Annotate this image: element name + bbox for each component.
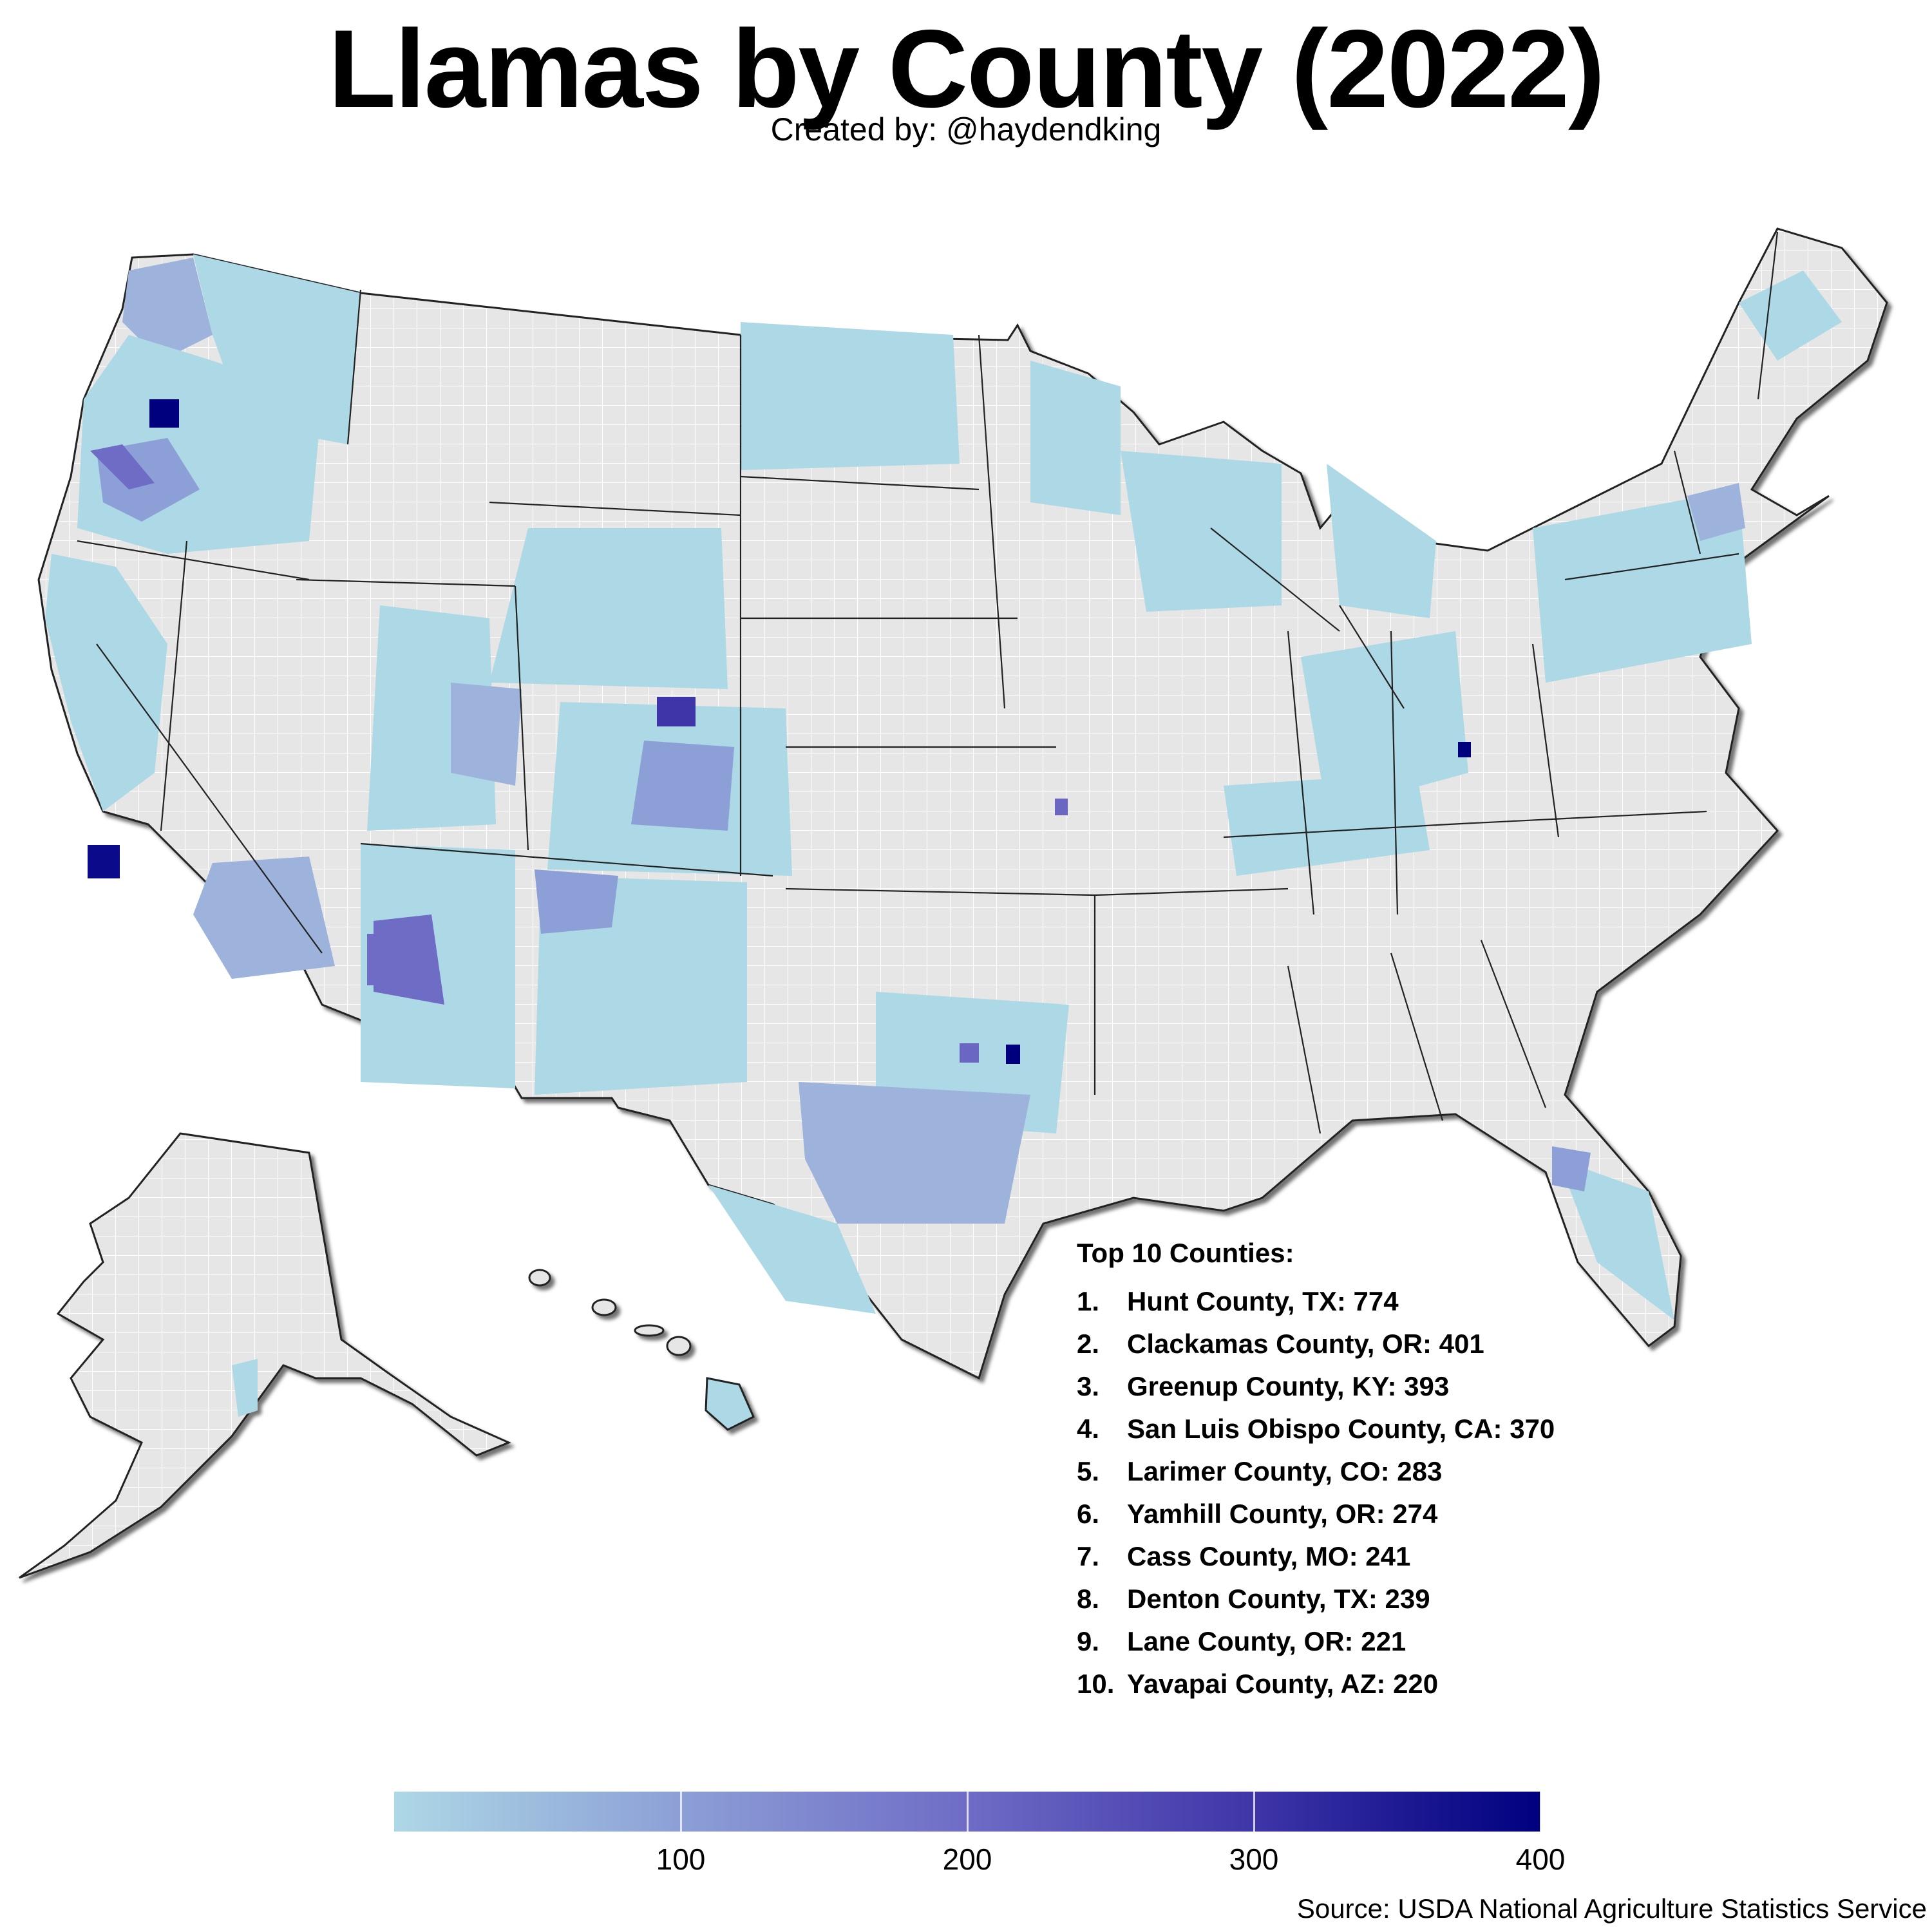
county-fill bbox=[535, 876, 747, 1095]
county-clackamas-or bbox=[149, 399, 179, 428]
top-10-text: Clackamas County, OR: 401 bbox=[1127, 1329, 1484, 1359]
hawaii-island-molokai bbox=[634, 1324, 665, 1337]
hawaii-island-kauai bbox=[528, 1269, 551, 1287]
top-10-rows: 1. Hunt County, TX: 774 2. Clackamas County… bbox=[1077, 1280, 1555, 1705]
county-hunt-tx bbox=[1006, 1045, 1020, 1064]
county-fill bbox=[90, 444, 155, 489]
hawaii-island-maui bbox=[666, 1336, 692, 1356]
map-title: Llamas by County (2022) bbox=[328, 7, 1605, 131]
county-fill bbox=[1552, 1146, 1591, 1191]
source-note: Source: USDA National Agriculture Statis… bbox=[1296, 1893, 1927, 1924]
state-borders bbox=[77, 231, 1779, 1134]
county-fill bbox=[45, 554, 167, 811]
county-fill bbox=[1030, 361, 1121, 515]
hawaii-island-oahu bbox=[591, 1298, 617, 1316]
county-fill bbox=[1687, 483, 1745, 541]
county-fill bbox=[1301, 631, 1468, 811]
legend-tick-label: 300 bbox=[1229, 1842, 1279, 1876]
county-fill bbox=[799, 1082, 1030, 1224]
top-10-item: 3. Greenup County, KY: 393 bbox=[1077, 1365, 1555, 1408]
top-10-rank: 3. bbox=[1077, 1371, 1100, 1401]
top-10-rank: 8. bbox=[1077, 1584, 1100, 1614]
top-10-text: Yavapai County, AZ: 220 bbox=[1127, 1669, 1439, 1699]
top-10-rank: 1. bbox=[1077, 1286, 1100, 1316]
county-fill bbox=[1327, 464, 1436, 618]
county-fill bbox=[1224, 773, 1430, 876]
county-fill bbox=[708, 1185, 876, 1314]
legend-tick-label: 400 bbox=[1515, 1842, 1566, 1876]
county-fill bbox=[1533, 489, 1752, 683]
legend-tick bbox=[1539, 1792, 1542, 1832]
top-10-rank: 5. bbox=[1077, 1456, 1100, 1486]
county-yavapai-az bbox=[367, 934, 425, 985]
legend-tick-label: 200 bbox=[942, 1842, 992, 1876]
alaska bbox=[19, 1132, 511, 1579]
county-cass-mo bbox=[1055, 799, 1068, 815]
top-10-item: 10. Yavapai County, AZ: 220 bbox=[1077, 1663, 1555, 1705]
county-san-luis-obispo-ca bbox=[88, 845, 120, 878]
county-fills bbox=[45, 254, 1842, 1320]
top-10-list: Top 10 Counties: 1. Hunt County, TX: 774 2… bbox=[1077, 1238, 1555, 1705]
county-greenup-ky bbox=[1458, 742, 1471, 757]
county-fill bbox=[631, 741, 734, 831]
county-larimer-co bbox=[657, 697, 696, 726]
top-10-item: 9. Lane County, OR: 221 bbox=[1077, 1620, 1555, 1663]
top-10-item: 8. Denton County, TX: 239 bbox=[1077, 1578, 1555, 1620]
legend-tick bbox=[1253, 1792, 1255, 1832]
top-10-item: 5. Larimer County, CO: 283 bbox=[1077, 1450, 1555, 1493]
top-10-rank: 2. bbox=[1077, 1329, 1100, 1359]
county-fill bbox=[122, 258, 213, 361]
top-10-text: Denton County, TX: 239 bbox=[1127, 1584, 1430, 1614]
legend-tick bbox=[679, 1792, 682, 1832]
alaska-outline bbox=[19, 1132, 511, 1579]
top-10-item: 7. Cass County, MO: 241 bbox=[1077, 1535, 1555, 1578]
county-fill bbox=[1558, 1159, 1674, 1320]
top-10-item: 6. Yamhill County, OR: 274 bbox=[1077, 1493, 1555, 1535]
legend-tick bbox=[966, 1792, 969, 1832]
top-10-rank: 9. bbox=[1077, 1626, 1100, 1656]
county-fill bbox=[535, 869, 618, 934]
top-10-rank: 10. bbox=[1077, 1669, 1115, 1699]
county-fill bbox=[489, 528, 728, 689]
top-10-text: Cass County, MO: 241 bbox=[1127, 1541, 1411, 1571]
hawaii bbox=[528, 1269, 755, 1431]
county-fill bbox=[1121, 451, 1282, 612]
top-10-text: Greenup County, KY: 393 bbox=[1127, 1371, 1450, 1401]
map-subtitle: Created by: @haydendking bbox=[770, 111, 1162, 147]
top-10-item: 4. San Luis Obispo County, CA: 370 bbox=[1077, 1408, 1555, 1450]
county-fill bbox=[451, 683, 522, 786]
top-10-text: Hunt County, TX: 774 bbox=[1127, 1286, 1399, 1316]
top-10-item: 2. Clackamas County, OR: 401 bbox=[1077, 1323, 1555, 1365]
county-fill bbox=[193, 857, 335, 979]
hawaii-island-big bbox=[705, 1377, 755, 1431]
top-10-text: Larimer County, CO: 283 bbox=[1127, 1456, 1443, 1486]
legend-tick-label: 100 bbox=[656, 1842, 706, 1876]
top-10-item: 1. Hunt County, TX: 774 bbox=[1077, 1280, 1555, 1323]
top-10-text: Lane County, OR: 221 bbox=[1127, 1626, 1406, 1656]
top-10-header: Top 10 Counties: bbox=[1077, 1238, 1294, 1268]
top-10-rank: 7. bbox=[1077, 1541, 1100, 1571]
top-10-rank: 4. bbox=[1077, 1414, 1100, 1444]
top-10-text: Yamhill County, OR: 274 bbox=[1127, 1499, 1438, 1529]
top-10-rank: 6. bbox=[1077, 1499, 1100, 1529]
top-10-text: San Luis Obispo County, CA: 370 bbox=[1127, 1414, 1555, 1444]
alaska-county-fill bbox=[232, 1359, 258, 1417]
county-denton-tx bbox=[960, 1043, 979, 1063]
county-fill bbox=[741, 322, 960, 470]
